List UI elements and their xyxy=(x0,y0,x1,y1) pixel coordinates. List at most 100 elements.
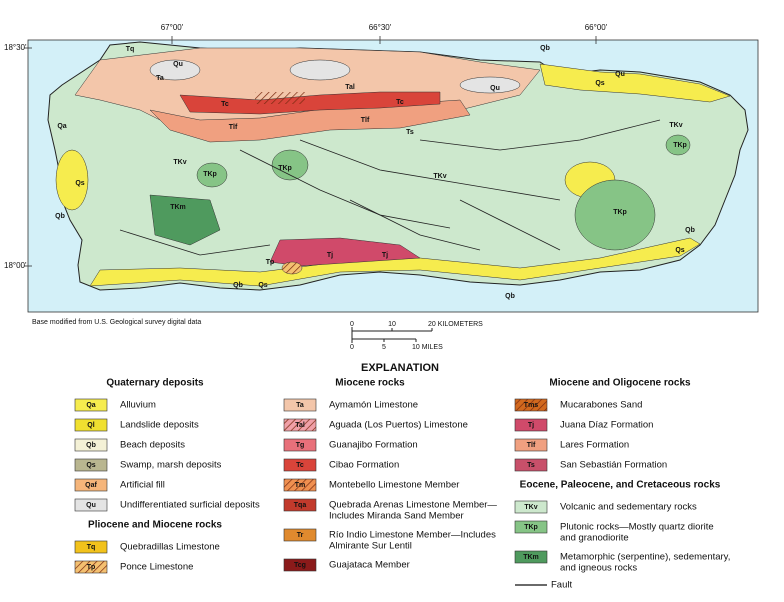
map-unit-label: Qu xyxy=(173,61,183,68)
legend-label: Quebradillas Limestone xyxy=(120,542,220,553)
legend-code: Tr xyxy=(297,532,304,539)
legend-swatch xyxy=(74,418,108,432)
aguada-area xyxy=(255,92,305,104)
faults xyxy=(119,119,661,256)
map-unit-label: TKv xyxy=(173,159,186,166)
juana-diaz-area xyxy=(269,237,421,267)
alluvium-north xyxy=(539,63,731,103)
legend-swatch-hatch xyxy=(75,561,107,573)
legend-label: and granodiorite xyxy=(560,533,629,544)
legend-label: Mucarabones Sand xyxy=(560,400,642,411)
legend-label: Includes Miranda Sand Member xyxy=(329,511,464,522)
plutonic-area xyxy=(196,162,228,188)
longitude-label: 67°00' xyxy=(161,23,184,32)
legend-heading: Pliocene and Miocene rocks xyxy=(88,520,222,531)
legend-label: Aguada (Los Puertos) Limestone xyxy=(329,420,468,431)
legend-label: Guajataca Member xyxy=(329,560,410,571)
surficial-area xyxy=(459,76,521,94)
legend-code: Tp xyxy=(87,564,96,571)
legend-swatch xyxy=(514,458,548,472)
fault-line xyxy=(419,119,661,151)
legend-swatch-hatch xyxy=(284,479,316,491)
legend-code: Tc xyxy=(296,462,304,469)
latitude-label: 18°00' xyxy=(4,261,27,270)
fault-line xyxy=(119,229,271,256)
base-note: Base modified from U.S. Geological surve… xyxy=(32,319,201,326)
plutonic-area xyxy=(665,134,691,156)
legend-code: TKv xyxy=(524,504,537,511)
map-unit-label: TKp xyxy=(673,142,687,149)
map-frame xyxy=(24,36,759,313)
map-unit-label: TKp xyxy=(613,209,627,216)
legend-code: Ts xyxy=(527,462,535,469)
legend-code: Ql xyxy=(87,422,94,429)
legend-swatch xyxy=(74,498,108,512)
legend-code: Qb xyxy=(86,442,96,449)
scale-bar: 0 10 20 KILOMETERS 0 5 10 MILES xyxy=(350,321,483,351)
legend-label: Montebello Limestone Member xyxy=(329,480,459,491)
legend-label: and igneous rocks xyxy=(560,563,637,574)
map-unit-label: Qs xyxy=(595,80,604,87)
legend-label: Río Indio Limestone Member—Includes xyxy=(329,530,496,541)
map-unit-label: Tlf xyxy=(229,124,238,131)
legend-code: Tcg xyxy=(294,562,306,569)
map-unit-label: Ta xyxy=(156,75,164,82)
legend-swatch xyxy=(514,500,548,514)
legend-code: Tal xyxy=(295,422,305,429)
map-unit-label: TKm xyxy=(170,204,186,211)
legend-label: Fault xyxy=(551,580,572,591)
legend-swatch xyxy=(74,540,108,554)
map-unit-label: Qb xyxy=(505,293,515,300)
fault-line xyxy=(459,199,561,251)
legend-swatch xyxy=(283,398,317,412)
legend-swatch-hatch xyxy=(284,419,316,431)
legend-heading: Quaternary deposits xyxy=(106,378,204,389)
metamorphic-area xyxy=(149,194,221,246)
legend-swatch xyxy=(283,498,317,512)
map-unit-label: TKv xyxy=(433,173,446,180)
legend-label: Almirante Sur Lentil xyxy=(329,541,412,552)
legend-label: Beach deposits xyxy=(120,440,185,451)
legend-label: Ponce Limestone xyxy=(120,562,193,573)
legend-label: Volcanic and sedementary rocks xyxy=(560,502,697,513)
map-unit-label: Qu xyxy=(615,71,625,78)
alluvium-west xyxy=(55,149,89,211)
legend-code: Tms xyxy=(524,402,539,409)
legend-code: TKp xyxy=(524,524,538,531)
fault-line xyxy=(239,149,451,229)
fault-line xyxy=(299,139,561,201)
latitude-label: 18°30' xyxy=(4,43,27,52)
scale-label: 10 xyxy=(388,321,396,328)
legend-label: Quebrada Arenas Limestone Member— xyxy=(329,500,497,511)
map-unit-label: Qu xyxy=(490,85,500,92)
legend-label: Juana Díaz Formation xyxy=(560,420,653,431)
legend-code: Qa xyxy=(86,402,95,409)
plutonic-area xyxy=(271,149,309,181)
legend-code: Tj xyxy=(528,422,534,429)
map-unit-label: Qs xyxy=(258,282,267,289)
map-unit-label: Tal xyxy=(345,84,355,91)
map-unit-label: TKv xyxy=(669,122,682,129)
legend-code: TKm xyxy=(523,554,539,561)
scale-label: 0 xyxy=(350,344,354,351)
map-unit-label: Tj xyxy=(327,252,333,259)
map-unit-label: Qs xyxy=(675,247,684,254)
map-unit-label: Tc xyxy=(396,99,404,106)
legend-swatch xyxy=(74,438,108,452)
scale-label: 10 MILES xyxy=(412,344,443,351)
legend-swatch xyxy=(283,458,317,472)
legend-label: Plutonic rocks—Mostly quartz diorite xyxy=(560,522,714,533)
map-unit-label: Qb xyxy=(540,45,550,52)
legend-heading: Miocene and Oligocene rocks xyxy=(549,378,691,389)
map-unit-label: Ts xyxy=(406,129,414,136)
legend-swatch xyxy=(514,418,548,432)
fault-line xyxy=(349,199,481,251)
map-unit-label: Tp xyxy=(266,259,275,266)
map-unit-label: Qb xyxy=(685,227,695,234)
map-unit-label: Qs xyxy=(75,180,84,187)
longitude-label: 66°30' xyxy=(369,23,392,32)
legend-swatch xyxy=(74,458,108,472)
legend-code: Ta xyxy=(296,402,304,409)
legend-label: Guanajibo Formation xyxy=(329,440,418,451)
